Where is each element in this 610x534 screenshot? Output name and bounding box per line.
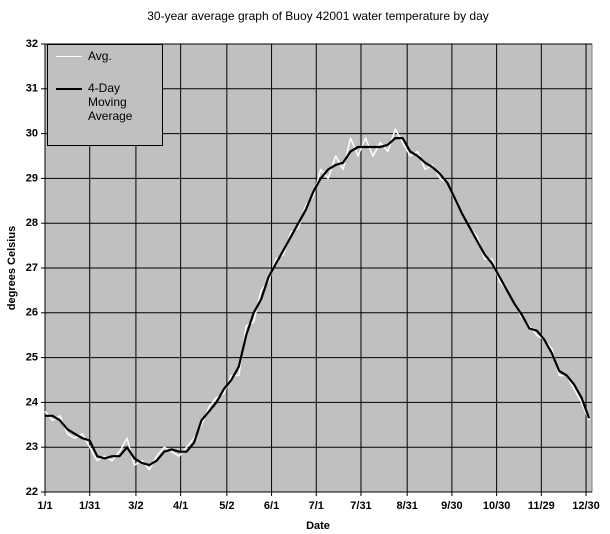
legend-label: 4-Day Moving Average	[88, 81, 133, 123]
x-tick-label: 5/2	[219, 500, 234, 512]
x-tick-label: 1/1	[37, 500, 52, 512]
y-tick-label: 27	[26, 262, 38, 274]
legend-item: Avg.	[56, 49, 158, 63]
x-tick-label: 1/31	[79, 500, 100, 512]
legend-swatch	[56, 56, 82, 57]
legend-swatch	[56, 88, 82, 90]
x-tick-label: 12/30	[572, 500, 600, 512]
y-tick-label: 23	[26, 441, 38, 453]
y-tick-label: 26	[26, 307, 38, 319]
data-line	[45, 137, 591, 467]
y-tick-label: 22	[26, 486, 38, 498]
y-tick-label: 28	[26, 217, 38, 229]
x-tick-label: 6/1	[264, 500, 279, 512]
chart-title: 30-year average graph of Buoy 42001 wate…	[147, 9, 489, 23]
y-tick-label: 31	[26, 83, 38, 95]
x-tick-label: 9/30	[441, 500, 462, 512]
y-axis-label: degrees Celsius	[6, 226, 18, 310]
y-tick-label: 24	[26, 396, 39, 408]
x-tick-label: 4/1	[173, 500, 188, 512]
x-tick-label: 11/29	[528, 500, 555, 512]
y-tick-label: 32	[26, 38, 38, 50]
y-tick-label: 29	[26, 172, 38, 184]
y-tick-label: 30	[26, 128, 38, 140]
legend-label: Avg.	[88, 49, 112, 63]
x-tick-label: 8/31	[396, 500, 417, 512]
x-axis-label: Date	[306, 520, 330, 532]
legend: Avg. 4-Day Moving Average	[47, 44, 163, 146]
x-tick-label: 7/1	[309, 500, 324, 512]
x-tick-label: 3/2	[128, 500, 143, 512]
legend-item: 4-Day Moving Average	[56, 81, 158, 123]
x-tick-label: 7/31	[350, 500, 371, 512]
y-tick-label: 25	[26, 352, 38, 364]
x-tick-label: 10/30	[483, 500, 511, 512]
